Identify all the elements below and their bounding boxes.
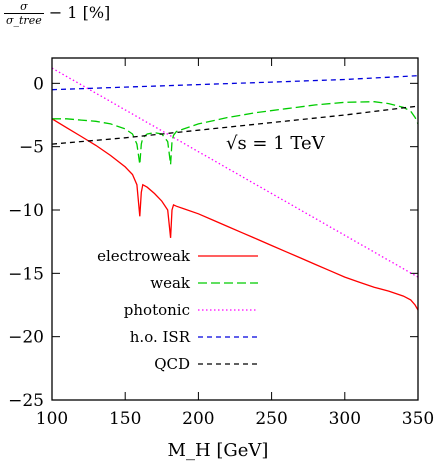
y-axis-label-rest: − 1 [%]	[48, 3, 111, 22]
y-axis-label: σ σ_tree − 1 [%]	[4, 0, 110, 27]
plot-frame	[51, 57, 419, 401]
legend-label-h-o-isr: h.o. ISR	[130, 328, 191, 346]
x-tick-label: 250	[255, 409, 287, 429]
series-line-qcd	[51, 105, 419, 145]
series-line-h-o-isr	[51, 75, 419, 91]
y-axis-fraction-numerator: σ	[4, 0, 44, 14]
y-tick-label: −25	[8, 391, 44, 411]
x-tick-label: 150	[109, 409, 141, 429]
legend-label-electroweak: electroweak	[97, 247, 191, 265]
y-tick-label: −20	[8, 328, 44, 348]
legend: electroweak weak photonic h.o. ISR QCD	[97, 247, 258, 373]
y-axis-fraction: σ σ_tree	[4, 0, 44, 27]
legend-label-weak: weak	[150, 274, 191, 292]
energy-annotation: √s = 1 TeV	[226, 133, 325, 154]
legend-label-photonic: photonic	[124, 301, 190, 319]
x-tick-label: 200	[182, 409, 214, 429]
y-tick-label: −5	[19, 138, 44, 158]
y-tick-label: −15	[8, 264, 44, 284]
y-tick-label: −10	[8, 201, 44, 221]
legend-label-qcd: QCD	[154, 355, 190, 373]
y-tick-label: 0	[33, 74, 44, 94]
x-axis-label: M_H [GeV]	[167, 440, 269, 461]
y-axis-fraction-denominator: σ_tree	[6, 14, 42, 27]
x-tick-label: 100	[36, 409, 68, 429]
x-tick-label: 350	[402, 409, 434, 429]
series-line-weak	[52, 101, 419, 165]
series-line-electroweak	[51, 118, 419, 311]
series-line-photonic	[51, 67, 419, 278]
series-layer	[51, 67, 419, 311]
x-tick-label: 300	[329, 409, 361, 429]
axis-ticks: 100 150 200 250 300 350 0 −5 −10 −15 −20 −25	[8, 58, 434, 429]
